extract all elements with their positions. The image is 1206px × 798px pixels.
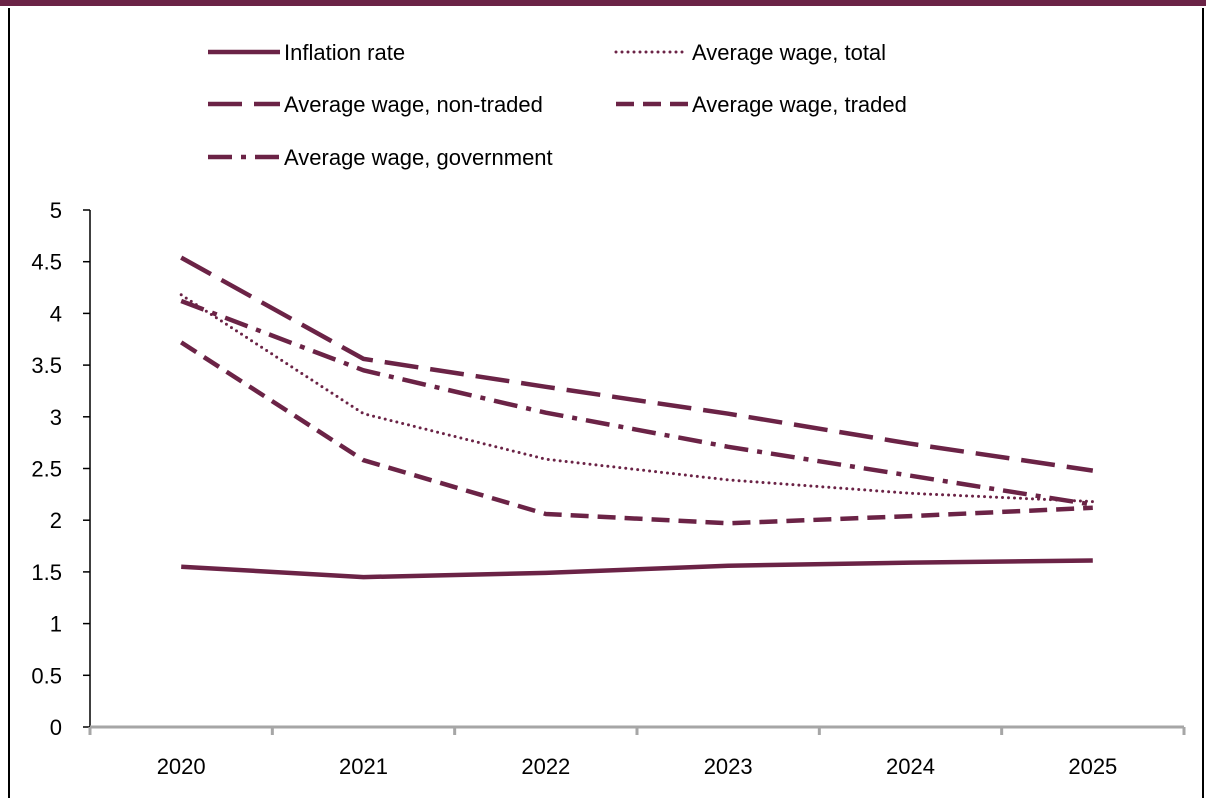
y-tick-label: 5 [50,198,62,223]
legend-entry-average-wage-total: Average wage, total [616,40,886,65]
x-tick-label: 2025 [1068,754,1117,779]
legend-entry-inflation-rate: Inflation rate [208,40,405,65]
x-tick-label: 2020 [157,754,206,779]
y-tick-label: 4.5 [31,250,62,275]
legend-label-average-wage-traded: Average wage, traded [692,92,907,117]
legend-entry-average-wage-government: Average wage, government [208,145,553,170]
series-line-average-wage-traded [181,342,1093,523]
axes: 0 0.5 1 1.5 2 2.5 3 3.5 4 4.5 5 2020 2021 2022 2023 202… [31,198,1184,779]
series-lines [181,257,1093,577]
legend-entry-average-wage-non-traded: Average wage, non-traded [208,92,543,117]
legend-label-average-wage-government: Average wage, government [284,145,553,170]
y-tick-label: 4 [50,301,62,326]
series-line-inflation-rate [181,561,1093,578]
x-tick-label: 2022 [521,754,570,779]
y-tick-label: 2.5 [31,457,62,482]
x-tick-label: 2023 [704,754,753,779]
y-tick-label: 3.5 [31,353,62,378]
legend-label-average-wage-non-traded: Average wage, non-traded [284,92,543,117]
legend-label-inflation-rate: Inflation rate [284,40,405,65]
legend-label-average-wage-total: Average wage, total [692,40,886,65]
x-tick-label: 2021 [339,754,388,779]
x-tick-label: 2024 [886,754,935,779]
y-tick-label: 3 [50,405,62,430]
y-tick-label: 0 [50,715,62,740]
legend-entry-average-wage-traded: Average wage, traded [616,92,907,117]
series-line-average-wage-non-traded [181,258,1093,471]
y-tick-label: 1 [50,612,62,637]
y-tick-label: 1.5 [31,560,62,585]
y-tick-label: 2 [50,508,62,533]
y-tick-label: 0.5 [31,663,62,688]
legend: Inflation rate Average wage, total Avera… [208,40,907,170]
